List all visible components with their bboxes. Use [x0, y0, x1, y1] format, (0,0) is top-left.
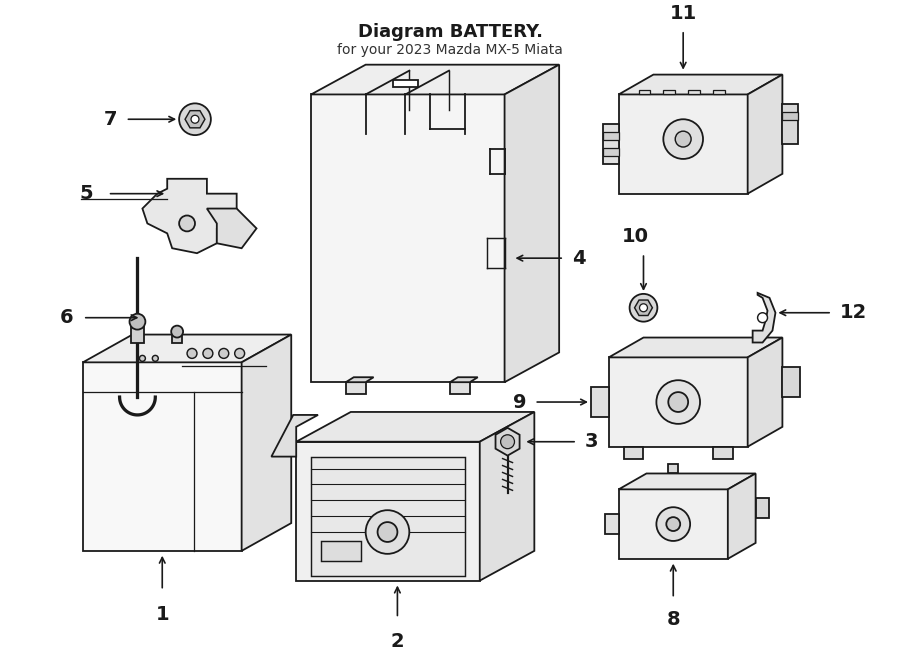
Polygon shape — [496, 428, 519, 455]
Polygon shape — [450, 377, 478, 382]
Bar — [591, 387, 608, 417]
Text: for your 2023 Mazda MX-5 Miata: for your 2023 Mazda MX-5 Miata — [338, 43, 562, 57]
Text: 9: 9 — [513, 393, 526, 412]
Circle shape — [171, 326, 183, 338]
Circle shape — [152, 355, 158, 361]
Polygon shape — [728, 473, 756, 559]
Text: 11: 11 — [670, 4, 697, 23]
Polygon shape — [608, 338, 782, 357]
Text: 1: 1 — [156, 606, 169, 624]
Bar — [130, 322, 144, 344]
Bar — [713, 447, 733, 459]
Bar — [669, 463, 679, 473]
Text: 3: 3 — [585, 432, 598, 451]
Polygon shape — [480, 412, 535, 581]
Bar — [688, 91, 700, 95]
Bar — [782, 367, 800, 397]
Polygon shape — [142, 179, 237, 253]
Text: 2: 2 — [391, 632, 404, 651]
Circle shape — [365, 510, 410, 554]
Text: 5: 5 — [79, 184, 93, 203]
Circle shape — [640, 304, 647, 312]
Polygon shape — [634, 300, 652, 316]
Bar — [782, 113, 798, 120]
Circle shape — [669, 392, 689, 412]
Polygon shape — [311, 457, 465, 576]
Circle shape — [179, 216, 195, 232]
Text: 6: 6 — [59, 308, 73, 327]
Polygon shape — [618, 489, 728, 559]
Circle shape — [378, 522, 398, 542]
Polygon shape — [296, 412, 535, 442]
Text: 10: 10 — [622, 227, 649, 246]
Circle shape — [187, 348, 197, 358]
Bar — [663, 91, 675, 95]
Bar — [346, 382, 365, 394]
Bar — [713, 91, 725, 95]
Text: 4: 4 — [572, 249, 586, 267]
Text: Diagram BATTERY.: Diagram BATTERY. — [357, 23, 543, 41]
Text: 12: 12 — [840, 303, 868, 322]
Bar — [624, 447, 644, 459]
Polygon shape — [505, 65, 559, 382]
Polygon shape — [618, 473, 756, 489]
Polygon shape — [393, 79, 418, 87]
Polygon shape — [296, 442, 480, 581]
Polygon shape — [311, 95, 505, 382]
Circle shape — [663, 119, 703, 159]
Bar — [603, 132, 618, 140]
Circle shape — [656, 507, 690, 541]
Polygon shape — [618, 95, 748, 194]
Polygon shape — [748, 338, 782, 447]
Bar — [638, 91, 651, 95]
Bar — [605, 514, 618, 534]
Circle shape — [666, 517, 680, 531]
Circle shape — [675, 131, 691, 147]
Bar — [172, 332, 182, 344]
Text: 7: 7 — [104, 110, 118, 128]
Polygon shape — [608, 357, 748, 447]
Circle shape — [130, 314, 146, 330]
Circle shape — [235, 348, 245, 358]
Polygon shape — [241, 334, 292, 551]
Polygon shape — [752, 293, 776, 342]
Bar — [603, 148, 618, 156]
Circle shape — [140, 355, 146, 361]
Circle shape — [219, 348, 229, 358]
Circle shape — [191, 115, 199, 123]
Bar — [782, 105, 798, 144]
Polygon shape — [346, 377, 374, 382]
Bar — [321, 541, 361, 561]
Circle shape — [656, 380, 700, 424]
Polygon shape — [311, 65, 559, 95]
Bar — [756, 498, 770, 518]
Circle shape — [630, 294, 657, 322]
Text: 8: 8 — [666, 610, 680, 630]
Polygon shape — [207, 209, 256, 248]
Polygon shape — [748, 75, 782, 194]
Polygon shape — [83, 334, 292, 362]
Polygon shape — [83, 362, 241, 551]
Polygon shape — [272, 415, 318, 457]
Circle shape — [202, 348, 213, 358]
Polygon shape — [185, 111, 205, 128]
Circle shape — [758, 312, 768, 322]
Polygon shape — [618, 75, 782, 95]
Circle shape — [500, 435, 515, 449]
Circle shape — [179, 103, 211, 135]
Bar — [450, 382, 470, 394]
Bar — [603, 124, 618, 164]
